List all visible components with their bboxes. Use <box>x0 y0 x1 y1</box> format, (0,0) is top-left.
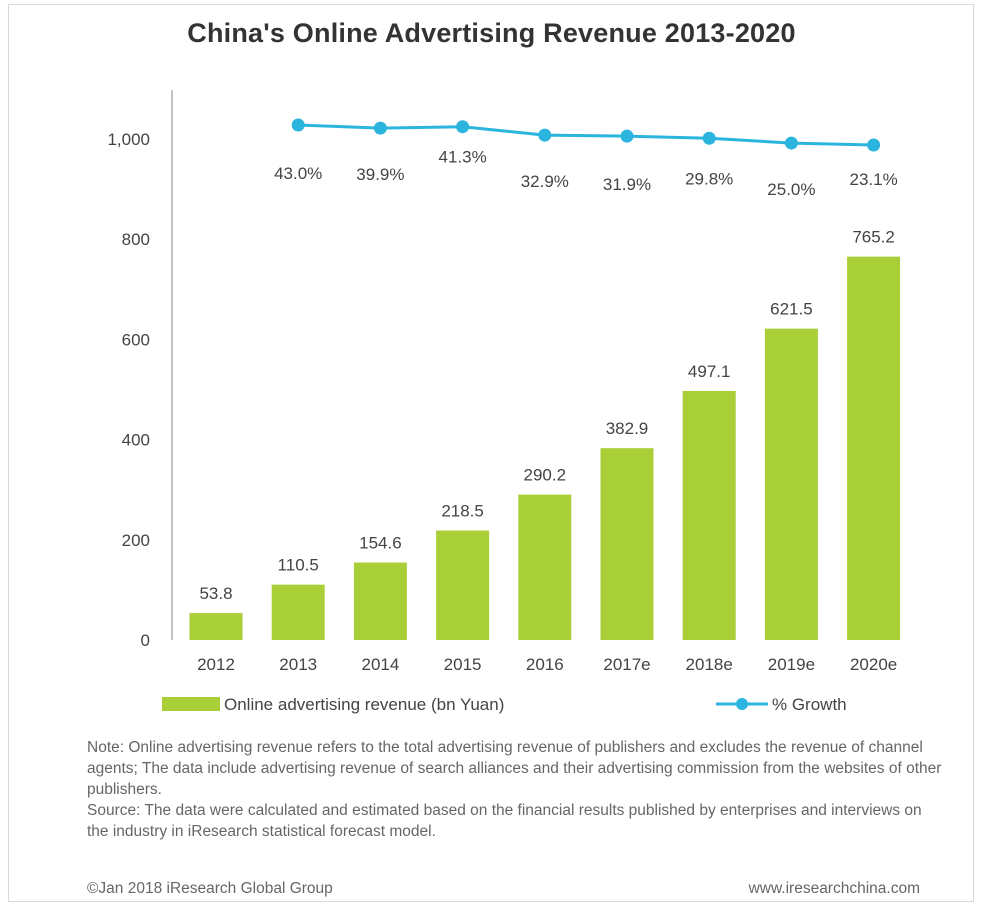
growth-line: 43.0% 39.9% 41.3% 32.9% 31.9% 29.8% 25.0% 23.1% <box>274 118 898 199</box>
note-text: Note: Online advertising revenue refers … <box>87 739 942 798</box>
revenue-bar <box>600 448 654 640</box>
growth-point <box>456 120 470 134</box>
growth-point <box>784 136 798 150</box>
y-tick-label: 0 <box>141 631 150 650</box>
x-tick-label: 2019e <box>768 655 815 674</box>
growth-point <box>538 128 552 142</box>
revenue-chart: 0 200 400 600 800 1,000 2012 2013 2014 2015 2016 20… <box>107 90 901 714</box>
bar-value-label: 218.5 <box>441 502 484 521</box>
revenue-bar <box>764 328 818 640</box>
x-tick-label: 2015 <box>444 655 482 674</box>
legend-bar-label: Online advertising revenue (bn Yuan) <box>224 695 504 714</box>
chart-legend: Online advertising revenue (bn Yuan) % Gr… <box>162 695 847 714</box>
growth-label: 23.1% <box>849 170 897 189</box>
growth-point <box>620 129 634 143</box>
y-tick-label: 800 <box>122 230 150 249</box>
revenue-bar <box>189 613 243 640</box>
x-tick-label: 2016 <box>526 655 564 674</box>
legend-line-marker <box>736 698 748 710</box>
y-tick-label: 600 <box>122 330 150 349</box>
revenue-bar <box>847 256 901 640</box>
growth-label: 32.9% <box>521 172 569 191</box>
y-tick-label: 200 <box>122 531 150 550</box>
growth-polyline <box>298 123 874 147</box>
growth-point <box>291 118 305 132</box>
growth-label: 39.9% <box>356 165 404 184</box>
legend-line-label: % Growth <box>772 695 847 714</box>
bar-value-label: 765.2 <box>852 228 895 247</box>
x-tick-label: 2018e <box>686 655 733 674</box>
chart-axes: 0 200 400 600 800 1,000 2012 2013 2014 2015 2016 20… <box>107 90 897 674</box>
x-tick-label: 2020e <box>850 655 897 674</box>
y-tick-label: 1,000 <box>107 130 150 149</box>
copyright-text: ©Jan 2018 iResearch Global Group <box>87 880 333 897</box>
x-tick-label: 2014 <box>361 655 399 674</box>
chart-frame <box>8 4 974 902</box>
chart-note: Note: Online advertising revenue refers … <box>87 737 947 842</box>
source-text: Source: The data were calculated and est… <box>87 802 922 840</box>
bar-value-label: 290.2 <box>524 466 567 485</box>
bar-value-label: 382.9 <box>606 419 649 438</box>
growth-point <box>702 131 716 145</box>
chart-title: China's Online Advertising Revenue 2013-… <box>187 18 796 48</box>
legend-bar-swatch <box>162 697 220 711</box>
y-tick-label: 400 <box>122 431 150 450</box>
revenue-bar <box>436 530 490 640</box>
bar-value-label: 154.6 <box>359 534 402 553</box>
growth-label: 41.3% <box>438 148 486 167</box>
bar-value-label: 53.8 <box>199 584 232 603</box>
growth-label: 29.8% <box>685 169 733 188</box>
revenue-bar <box>353 562 407 640</box>
x-tick-label: 2012 <box>197 655 235 674</box>
bar-value-label: 497.1 <box>688 362 731 381</box>
x-tick-label: 2013 <box>279 655 317 674</box>
revenue-bar <box>518 494 572 640</box>
growth-label: 25.0% <box>767 180 815 199</box>
revenue-bar <box>271 584 325 640</box>
x-tick-label: 2017e <box>603 655 650 674</box>
bar-value-label: 621.5 <box>770 300 813 319</box>
growth-point <box>867 138 881 152</box>
growth-label: 31.9% <box>603 175 651 194</box>
revenue-bars: 53.8 110.5 154.6 218.5 290.2 382.9 497.1 621.5 7… <box>189 228 901 640</box>
growth-label: 43.0% <box>274 164 322 183</box>
revenue-bar <box>682 390 736 640</box>
growth-point <box>373 121 387 135</box>
website-text: www.iresearchchina.com <box>748 880 920 897</box>
bar-value-label: 110.5 <box>278 556 319 575</box>
